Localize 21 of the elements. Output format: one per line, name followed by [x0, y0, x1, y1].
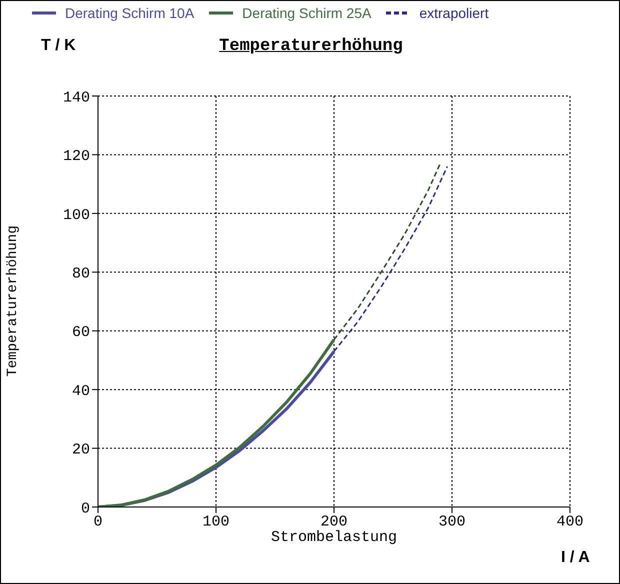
x-axis-title: Strombelastung [270, 529, 398, 546]
text: T / K [41, 37, 76, 55]
y-tick-label: 0 [80, 500, 90, 518]
chart-title: Temperaturerhöhung [219, 37, 403, 56]
x-tick-label: 100 [202, 514, 230, 531]
legend-label: Derating Schirm 25A [242, 5, 372, 21]
legend-label: extrapoliert [419, 5, 489, 21]
legend-label: Derating Schirm 10A [65, 5, 194, 21]
x-tick-label: 0 [93, 514, 103, 531]
x-tick-label: 300 [438, 514, 466, 531]
x-tick-label: 200 [320, 514, 348, 531]
text: I / A [561, 549, 590, 567]
y-tick-label: 60 [72, 324, 90, 342]
y-tick-label: 40 [72, 382, 90, 400]
x-tick-label: 400 [556, 514, 584, 531]
y-tick-label: 100 [62, 206, 90, 224]
y-axis-title: Temperaturerhöhung [5, 225, 21, 377]
y-tick-label: 20 [72, 442, 90, 459]
y-tick-label: 80 [72, 265, 90, 282]
y-tick-label: 140 [62, 89, 90, 106]
y-tick-label: 120 [62, 148, 90, 166]
